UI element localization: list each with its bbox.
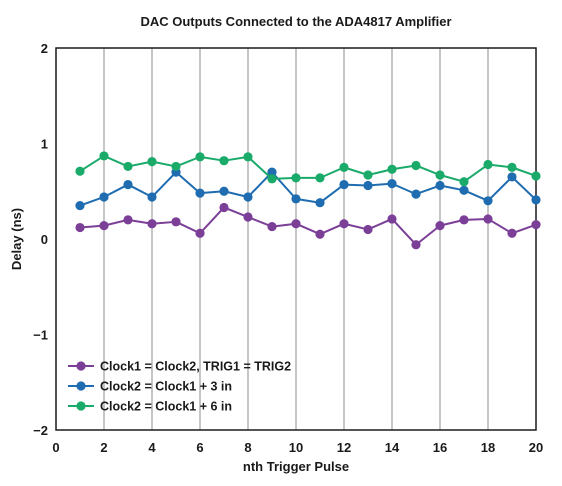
data-point	[411, 189, 421, 199]
x-tick-label: 16	[433, 440, 447, 455]
data-point	[75, 166, 85, 176]
data-point	[147, 219, 157, 229]
data-point	[387, 214, 397, 224]
data-point	[483, 159, 493, 170]
data-point	[243, 192, 253, 202]
data-point	[291, 219, 301, 229]
data-point	[75, 200, 85, 211]
data-point	[219, 156, 229, 166]
x-tick-label: 6	[196, 440, 203, 455]
data-point	[363, 180, 373, 191]
data-point	[75, 222, 85, 233]
data-point	[291, 194, 301, 204]
data-point	[99, 151, 109, 161]
data-point	[435, 170, 445, 180]
data-point	[267, 174, 277, 184]
x-tick-label: 2	[100, 440, 107, 455]
y-axis-label: Delay (ns)	[9, 208, 24, 270]
x-tick-label: 18	[481, 440, 495, 455]
data-point	[147, 192, 157, 202]
series-layer	[75, 151, 541, 250]
data-point	[507, 162, 517, 172]
data-point	[171, 161, 181, 172]
y-tick-label: −1	[33, 328, 48, 343]
data-point	[315, 229, 325, 239]
legend-label: Clock2 = Clock1 + 3 in	[100, 380, 232, 394]
series-2	[75, 167, 541, 211]
y-tick-label: 1	[41, 137, 48, 152]
data-point	[339, 162, 349, 172]
data-point	[99, 221, 109, 231]
data-point	[411, 160, 421, 171]
grid-lines	[103, 48, 489, 430]
y-tick-label: −2	[33, 423, 48, 438]
data-point	[531, 171, 541, 181]
x-tick-label: 8	[244, 440, 251, 455]
legend-marker	[76, 401, 86, 411]
data-point	[507, 228, 517, 238]
data-point	[147, 157, 157, 167]
x-tick-label: 12	[337, 440, 351, 455]
data-point	[123, 161, 133, 172]
legend-item-2: Clock2 = Clock1 + 3 in	[68, 380, 232, 394]
data-point	[363, 224, 373, 235]
x-tick-label: 0	[52, 440, 59, 455]
data-point	[531, 220, 541, 230]
data-point	[99, 192, 109, 202]
data-point	[291, 173, 301, 183]
y-tick-label: 0	[41, 232, 48, 247]
data-point	[483, 214, 493, 224]
data-point	[339, 219, 349, 229]
x-axis-label: nth Trigger Pulse	[243, 459, 349, 474]
series-3	[75, 151, 541, 187]
y-tick-label: 2	[41, 41, 48, 56]
data-point	[123, 179, 133, 190]
data-point	[171, 217, 181, 227]
data-point	[435, 180, 445, 191]
data-point	[315, 173, 325, 183]
data-point	[243, 212, 253, 222]
data-point	[243, 152, 253, 162]
data-point	[435, 221, 445, 231]
data-point	[459, 185, 469, 195]
legend-item-3: Clock2 = Clock1 + 6 in	[68, 400, 232, 414]
y-tick-labels: 2 1 0 −1 −2	[33, 41, 48, 438]
data-point	[483, 196, 493, 206]
x-tick-label: 14	[385, 440, 400, 455]
series-1	[75, 202, 541, 250]
legend-label: Clock2 = Clock1 + 6 in	[100, 400, 232, 414]
data-point	[315, 198, 325, 208]
data-point	[411, 240, 421, 250]
legend-marker	[76, 381, 86, 391]
legend-label: Clock1 = Clock2, TRIG1 = TRIG2	[100, 360, 291, 374]
x-tick-label: 4	[148, 440, 156, 455]
data-point	[195, 152, 205, 162]
x-tick-label: 20	[529, 440, 543, 455]
chart-title: DAC Outputs Connected to the ADA4817 Amp…	[140, 14, 451, 29]
plot-area-frame	[55, 47, 537, 431]
data-point	[459, 215, 469, 225]
data-point	[195, 188, 205, 198]
data-point	[459, 177, 469, 187]
data-point	[267, 167, 277, 177]
data-point	[387, 179, 397, 189]
data-point	[339, 179, 349, 190]
data-point	[507, 172, 517, 182]
legend-item-1: Clock1 = Clock2, TRIG1 = TRIG2	[68, 360, 291, 374]
data-point	[123, 215, 133, 225]
data-point	[363, 170, 373, 180]
x-tick-label: 10	[289, 440, 303, 455]
data-point	[267, 221, 277, 232]
data-point	[219, 202, 229, 213]
data-point	[195, 228, 205, 238]
x-tick-labels: 0 2 4 6 8 10 12 14 16 18 20	[52, 440, 543, 455]
data-point	[387, 164, 397, 174]
legend-marker	[76, 361, 86, 371]
legend: Clock1 = Clock2, TRIG1 = TRIG2 Clock2 = C…	[68, 360, 291, 414]
data-point	[219, 186, 229, 196]
data-point	[531, 195, 541, 205]
